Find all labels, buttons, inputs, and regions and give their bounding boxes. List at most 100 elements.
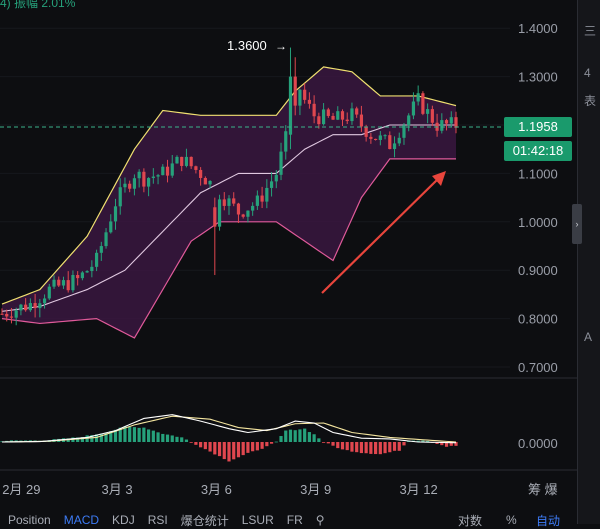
candle-body: [383, 135, 387, 137]
strip-item[interactable]: 三: [584, 24, 597, 38]
price-tick-label: 0.7000: [518, 360, 558, 375]
macd-histogram-bar: [189, 442, 193, 443]
candle-body: [38, 303, 42, 309]
macd-histogram-bar: [246, 442, 250, 453]
candle-body: [317, 116, 321, 125]
macd-histogram-bar: [312, 434, 316, 442]
band-mid: [1, 124, 456, 312]
macd-histogram-bar: [326, 442, 330, 444]
macd-histogram-bar: [416, 440, 420, 442]
macd-histogram-bar: [298, 429, 302, 442]
macd-histogram-bar: [80, 437, 84, 442]
candle-body: [288, 76, 293, 135]
macd-histogram-bar: [9, 440, 14, 442]
macd-histogram-bar: [137, 427, 141, 442]
strip-item[interactable]: A: [584, 330, 593, 344]
candle-body: [189, 156, 193, 167]
macd-histogram-bar: [421, 440, 425, 442]
candle-body: [255, 195, 259, 206]
macd-histogram-bar: [14, 440, 18, 442]
macd-histogram-bar: [392, 442, 397, 451]
candle-body: [326, 109, 330, 116]
candle-body: [411, 101, 416, 116]
macd-histogram-bar: [180, 437, 184, 442]
toolbar-lsur[interactable]: LSUR: [241, 513, 274, 527]
candle-body: [421, 93, 425, 114]
date-tick-label: 3月 3: [102, 482, 133, 497]
candle-body: [355, 108, 359, 115]
date-axis-units: 筹 爆: [528, 482, 558, 497]
toolbar-position[interactable]: Position: [8, 513, 51, 527]
date-tick-label: 3月 6: [201, 482, 232, 497]
candle-body: [265, 187, 269, 202]
macd-histogram-bar: [388, 442, 392, 453]
macd-histogram-bar: [128, 426, 132, 442]
strip-item[interactable]: 4: [584, 66, 591, 80]
macd-histogram-bar: [364, 442, 368, 454]
toolbar-fr[interactable]: FR: [286, 513, 303, 527]
macd-histogram-bar: [265, 442, 269, 447]
candle-body: [388, 135, 392, 150]
candle-body: [444, 120, 449, 124]
candle-body: [0, 313, 4, 315]
candle-body: [454, 117, 458, 128]
macd-histogram-bar: [142, 427, 146, 442]
macd-histogram-bar: [94, 434, 99, 442]
candle-body: [293, 76, 297, 106]
macd-histogram-bar: [255, 442, 259, 451]
toolbar-search-icon[interactable]: ⚲: [315, 513, 325, 527]
macd-histogram-bar: [203, 442, 207, 450]
macd-histogram-bar: [118, 427, 122, 442]
candle-body: [336, 111, 340, 120]
candle-body: [170, 163, 174, 176]
candle-body: [269, 181, 274, 188]
log-scale-toggle[interactable]: 对数: [458, 513, 483, 528]
price-axis: 1.40001.30001.20001.10001.00000.90000.80…: [518, 21, 558, 451]
toolbar-liquidation[interactable]: 爆仓统计: [180, 513, 229, 528]
candle-body: [142, 171, 146, 187]
candle-body: [104, 232, 108, 247]
band-lower: [1, 158, 456, 339]
candle-body: [378, 135, 382, 140]
macd-histogram-bar: [260, 442, 264, 449]
macd-histogram-bar: [99, 433, 103, 442]
candle-body: [222, 199, 226, 206]
candle-body: [426, 109, 430, 114]
macd-histogram-bar: [184, 439, 189, 442]
date-axis: 2月 29 3月 3 3月 6 3月 9 3月 12 筹 爆: [2, 482, 557, 497]
macd-histogram-bar: [232, 442, 236, 460]
auto-scale-toggle[interactable]: 自动: [536, 513, 561, 528]
price-tick-label: 1.3000: [518, 70, 558, 85]
high-marker: 1.3600 →: [227, 38, 287, 53]
candle-body: [449, 117, 453, 124]
macd-histogram-bar: [175, 436, 179, 442]
candle-body: [199, 169, 203, 178]
candle-body: [76, 274, 80, 279]
candle-body: [80, 272, 84, 279]
toolbar-rsi[interactable]: RSI: [147, 513, 168, 527]
candle-body: [331, 115, 335, 120]
toolbar-macd[interactable]: MACD: [63, 513, 100, 527]
macd-histogram-bar: [383, 442, 387, 454]
candle-body: [9, 316, 14, 318]
macd-histogram-bar: [303, 428, 307, 442]
candle-body: [24, 304, 28, 311]
panel-collapse-handle[interactable]: ›: [572, 204, 582, 244]
macd-histogram-bar: [274, 441, 278, 443]
candle-body: [298, 89, 302, 106]
toolbar-kdj[interactable]: KDJ: [112, 513, 135, 527]
strip-item[interactable]: 表: [584, 94, 597, 108]
candle-body: [28, 303, 32, 311]
macd-histogram-bar: [76, 437, 80, 442]
macd-histogram-bar: [359, 442, 364, 454]
percent-toggle[interactable]: %: [506, 513, 517, 527]
macd-histogram-bar: [113, 429, 118, 442]
candle-body: [118, 187, 122, 207]
candle-body: [340, 111, 345, 120]
candle-body: [194, 166, 198, 170]
candle-body: [217, 199, 222, 227]
candle-body: [364, 126, 368, 137]
macd-histogram-bar: [269, 442, 274, 444]
candle-body: [369, 136, 373, 139]
